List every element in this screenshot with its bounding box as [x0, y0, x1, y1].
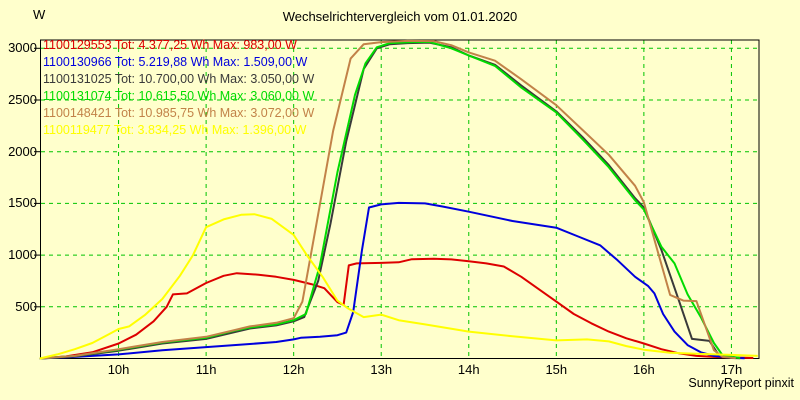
y-tick-label-3000: 3000: [8, 40, 37, 56]
legend-item-1100131025: 1100131025 Tot: 10.700,00 Wh Max: 3.050,…: [43, 72, 315, 86]
legend-item-1100129553: 1100129553 Tot: 4.377,25 Wh Max: 983,00 …: [43, 38, 297, 52]
series-line-1100119477: [39, 213, 758, 360]
series-line-1100130966: [39, 201, 745, 360]
legend-item-1100130966: 1100130966 Tot: 5.219,88 Wh Max: 1.509,0…: [43, 55, 308, 69]
watermark: SunnyReport pinxit: [688, 376, 794, 390]
legend-item-1100119477: 1100119477 Tot: 3.834,25 Wh Max: 1.396,0…: [43, 123, 307, 137]
y-axis-unit-label: W: [33, 7, 46, 22]
x-tick-label-15h: 15h: [545, 362, 568, 377]
chart-title: Wechselrichtervergleich vom 01.01.2020: [282, 9, 518, 24]
x-tick-label-10h: 10h: [107, 362, 130, 377]
y-tick-label-2500: 2500: [8, 92, 37, 107]
series-line-1100129553: [39, 257, 754, 360]
x-tick-label-12h: 12h: [282, 362, 305, 377]
plot-frame: [40, 39, 760, 359]
y-tick-label-1000: 1000: [8, 247, 37, 263]
x-tick-label-11h: 11h: [195, 362, 217, 377]
legend-item-1100148421: 1100148421 Tot: 10.985,75 Wh Max: 3.072,…: [43, 106, 315, 120]
y-tick-label-500: 500: [15, 298, 37, 314]
x-tick-label-17h: 17h: [720, 362, 743, 377]
series-line-1100148421: [39, 39, 736, 360]
y-tick-label-1500: 1500: [8, 195, 37, 211]
x-tick-label-14h: 14h: [457, 362, 480, 377]
y-tick-label-2000: 2000: [8, 143, 37, 159]
x-tick-label-13h: 13h: [370, 362, 393, 377]
x-tick-label-16h: 16h: [633, 362, 655, 377]
legend-item-1100131074: 1100131074 Tot: 10.615,50 Wh Max: 3.060,…: [43, 89, 315, 103]
